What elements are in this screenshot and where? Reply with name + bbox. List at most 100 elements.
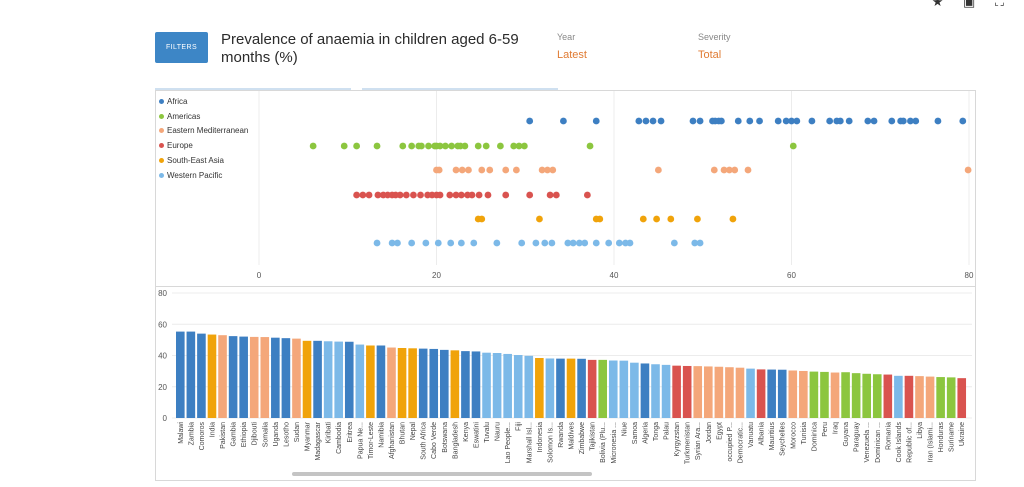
category-label: Marshall Isl...	[526, 422, 533, 463]
scatter-point	[635, 117, 643, 125]
category-label: Somalia	[262, 422, 269, 447]
bar	[830, 372, 840, 418]
bar	[820, 371, 829, 418]
scatter-point	[907, 117, 914, 125]
scatter-point	[526, 191, 534, 199]
scatter-point	[560, 117, 567, 125]
legend-item-western-pacific[interactable]: Western Pacific	[159, 168, 248, 183]
bar	[651, 364, 660, 418]
category-label: Cambodia	[336, 422, 343, 454]
bar	[735, 367, 745, 418]
legend-item-south-east-asia[interactable]: South-East Asia	[159, 153, 248, 168]
scatter-point	[744, 166, 752, 174]
tab-underline-left	[155, 88, 351, 90]
scatter-point	[649, 117, 657, 125]
category-label: Syrian Ara...	[695, 422, 702, 460]
scatter-point	[447, 239, 455, 247]
scatter-point	[374, 191, 382, 199]
scatter-point	[605, 239, 613, 247]
category-label: Tuvalu	[484, 422, 491, 443]
scatter-point	[441, 142, 449, 150]
scatter-point	[626, 239, 634, 247]
legend-label: Western Pacific	[167, 170, 223, 180]
legend-label: South-East Asia	[167, 156, 224, 166]
scatter-point	[729, 215, 737, 223]
category-label: Zimbabwe	[579, 422, 586, 454]
scatter-point	[309, 142, 317, 150]
scatter-point	[538, 166, 546, 174]
scatter-point	[546, 191, 554, 199]
severity-filter-label: Severity	[698, 32, 731, 42]
legend-label: Africa	[167, 96, 188, 106]
bar	[851, 373, 861, 418]
bar	[387, 347, 396, 418]
bar	[482, 352, 491, 418]
year-filter-value[interactable]: Latest	[557, 49, 587, 61]
scatter-point	[470, 239, 478, 247]
scatter-point	[592, 117, 600, 125]
y-tick-label: 40	[158, 352, 167, 361]
scatter-point	[694, 215, 701, 223]
category-label: Bhutan	[400, 422, 407, 444]
scatter-point	[410, 191, 417, 199]
scatter-point	[536, 215, 543, 223]
scatter-point	[596, 215, 604, 223]
bar	[704, 366, 713, 418]
legend-label: Eastern Mediterranean	[167, 126, 249, 136]
scatter-point	[836, 117, 844, 125]
bar	[598, 359, 607, 418]
scatter-point	[365, 191, 373, 199]
top-toolbar-icons[interactable]: ★ ▣ ⛶	[931, 0, 1012, 9]
legend-item-africa[interactable]: Africa	[159, 94, 248, 109]
category-label: Namibia	[378, 422, 385, 448]
scatter-point	[912, 117, 920, 125]
horizontal-scrollbar[interactable]	[292, 472, 592, 476]
bar	[334, 341, 343, 418]
bar	[767, 369, 776, 418]
scatter-point	[746, 117, 754, 125]
category-label: Iraq	[833, 422, 840, 434]
scatter-point	[789, 142, 797, 150]
bar	[777, 369, 787, 418]
bar	[313, 340, 322, 418]
category-label: Albania	[759, 422, 766, 445]
scatter-point	[510, 142, 518, 150]
filters-button[interactable]: FILTERS	[155, 32, 208, 63]
scatter-point	[888, 117, 896, 125]
bar	[693, 366, 703, 418]
scatter-point	[502, 166, 510, 174]
scatter-point	[418, 142, 425, 150]
bar	[503, 353, 512, 418]
category-label: Zambia	[188, 422, 195, 445]
bar	[440, 349, 449, 418]
tab-underline-right	[362, 88, 558, 90]
category-label: Tajikistan	[590, 422, 597, 451]
scatter-point	[457, 239, 465, 247]
category-label: Seychelles	[780, 422, 787, 456]
year-filter-label: Year	[557, 32, 576, 42]
bar	[492, 353, 502, 418]
bar	[566, 358, 576, 418]
bar	[746, 368, 755, 418]
x-tick-label: 0	[257, 271, 262, 280]
scatter-point	[670, 239, 678, 247]
category-label: Fiji	[516, 422, 523, 431]
scatter-point	[691, 239, 699, 247]
legend-item-americas[interactable]: Americas	[159, 109, 248, 124]
bar	[323, 341, 333, 418]
category-label: Lao People...	[505, 422, 512, 463]
scatter-point	[653, 215, 660, 223]
page-title: Prevalence of anaemia in children aged 6…	[221, 31, 519, 66]
scatter-point	[408, 239, 416, 247]
bar	[292, 338, 301, 418]
scatter-point	[720, 166, 728, 174]
africa-swatch	[159, 98, 164, 104]
severity-filter-value[interactable]: Total	[698, 49, 722, 61]
legend-item-eastern-mediterranean[interactable]: Eastern Mediterranean	[159, 124, 248, 139]
bar	[957, 378, 967, 418]
scatter-point	[457, 191, 465, 199]
scatter-point	[581, 239, 589, 247]
legend-item-europe[interactable]: Europe	[159, 138, 248, 153]
bar	[344, 341, 354, 418]
